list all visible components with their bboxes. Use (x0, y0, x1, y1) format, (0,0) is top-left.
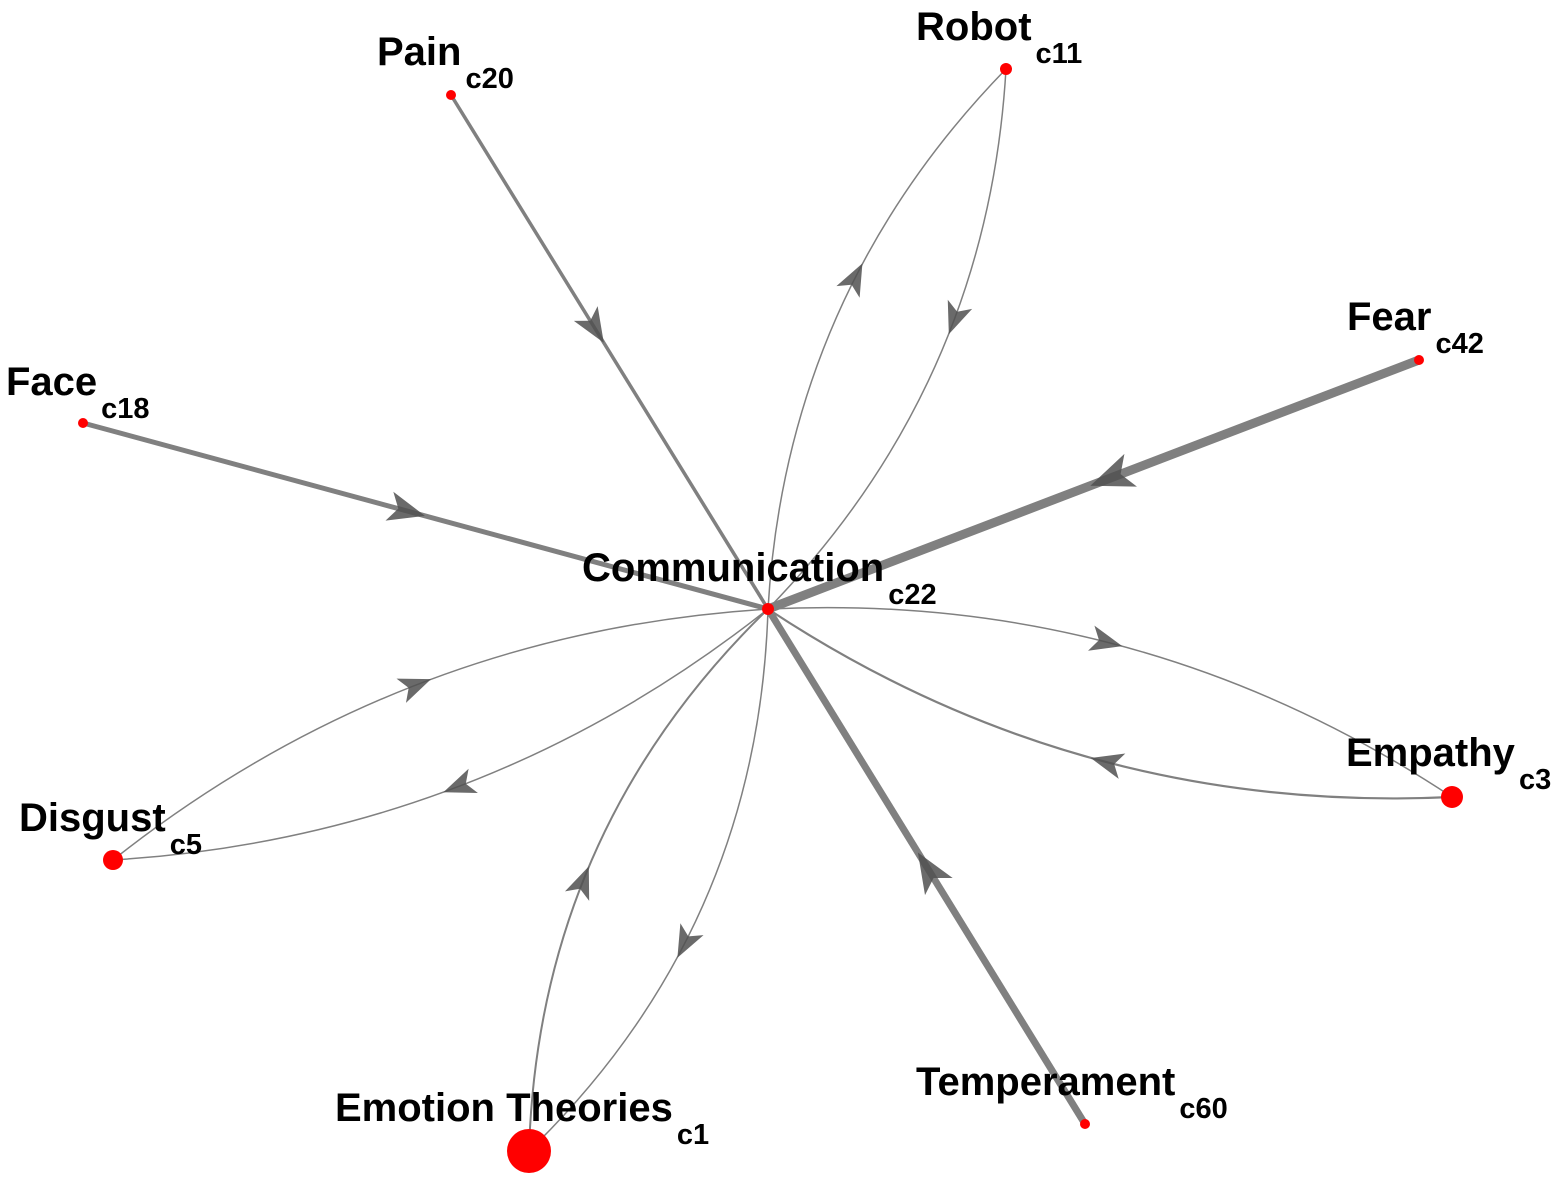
node-label-c20: Painc20 (377, 30, 514, 95)
node-label-name: Fear (1347, 295, 1432, 339)
arrowhead-c22-to-c3 (1088, 625, 1123, 651)
node-label-name: Disgust (19, 796, 166, 840)
node-label-name: Communication (582, 546, 884, 590)
arrowhead-c22-to-c1 (677, 923, 704, 958)
node-c60 (1080, 1119, 1090, 1129)
node-label-name: Temperament (916, 1060, 1175, 1104)
edge-c22-to-c5 (112, 608, 769, 861)
labels-layer: Communicationc22 Painc20 Robotc11 Fearc42 Fa… (6, 5, 1551, 1151)
arrowhead-c20-to-c22 (573, 306, 604, 343)
node-label-name: Face (6, 360, 97, 404)
arrows-layer (385, 263, 1137, 958)
edge-c1-to-c22 (528, 608, 769, 1152)
node-label-subscript: c5 (170, 829, 202, 861)
node-label-c42: Fearc42 (1347, 295, 1484, 360)
node-label-subscript: c22 (888, 579, 936, 611)
node-label-c1: Emotion Theoriesc1 (335, 1086, 709, 1151)
edge-c18-to-c22 (82, 420, 769, 612)
arrowhead-c42-to-c22 (1090, 453, 1137, 487)
node-label-subscript: c60 (1179, 1093, 1227, 1125)
node-label-c11: Robotc11 (916, 5, 1082, 70)
edge-c20-to-c22 (449, 94, 770, 610)
arrowhead-c3-to-c22 (1090, 753, 1126, 779)
node-label-subscript: c20 (465, 63, 513, 95)
node-c1 (507, 1129, 551, 1173)
node-c18 (78, 418, 88, 428)
node-label-c3: Empathyc3 (1346, 731, 1551, 796)
node-label-name: Robot (916, 5, 1032, 49)
arrowhead-c22-to-c11 (836, 263, 863, 298)
edge-c22-to-c11 (767, 68, 1007, 610)
node-label-c60: Temperamentc60 (916, 1060, 1228, 1125)
edge-c22-to-c1 (528, 608, 769, 1152)
edge-c22-to-c3 (767, 606, 1453, 798)
node-label-subscript: c1 (677, 1119, 709, 1151)
node-label-subscript: c18 (101, 393, 149, 425)
node-label-c18: Facec18 (6, 360, 150, 425)
node-label-c22: Communicationc22 (582, 546, 937, 611)
arrowhead-c22-to-c5 (443, 768, 478, 793)
node-label-subscript: c3 (1519, 764, 1551, 796)
arrowhead-c60-to-c22 (917, 852, 953, 896)
arrowhead-c1-to-c22 (564, 866, 590, 901)
edge-c5-to-c22 (112, 608, 769, 861)
arrowhead-c5-to-c22 (396, 678, 432, 703)
node-c22 (762, 603, 774, 615)
edge-c11-to-c22 (767, 68, 1007, 610)
node-c11 (1000, 63, 1012, 75)
node-c5 (103, 850, 123, 870)
node-label-subscript: c11 (1036, 38, 1083, 70)
node-label-name: Emotion Theories (335, 1086, 673, 1130)
node-c3 (1441, 786, 1463, 808)
arrowhead-c11-to-c22 (947, 299, 973, 335)
node-label-name: Pain (377, 30, 461, 74)
arrowhead-c18-to-c22 (385, 491, 425, 521)
node-c20 (446, 90, 456, 100)
nodes-layer (78, 63, 1463, 1173)
node-label-subscript: c42 (1436, 328, 1484, 360)
node-label-name: Empathy (1346, 731, 1516, 775)
node-label-c5: Disgustc5 (19, 796, 202, 861)
node-c42 (1414, 355, 1424, 365)
